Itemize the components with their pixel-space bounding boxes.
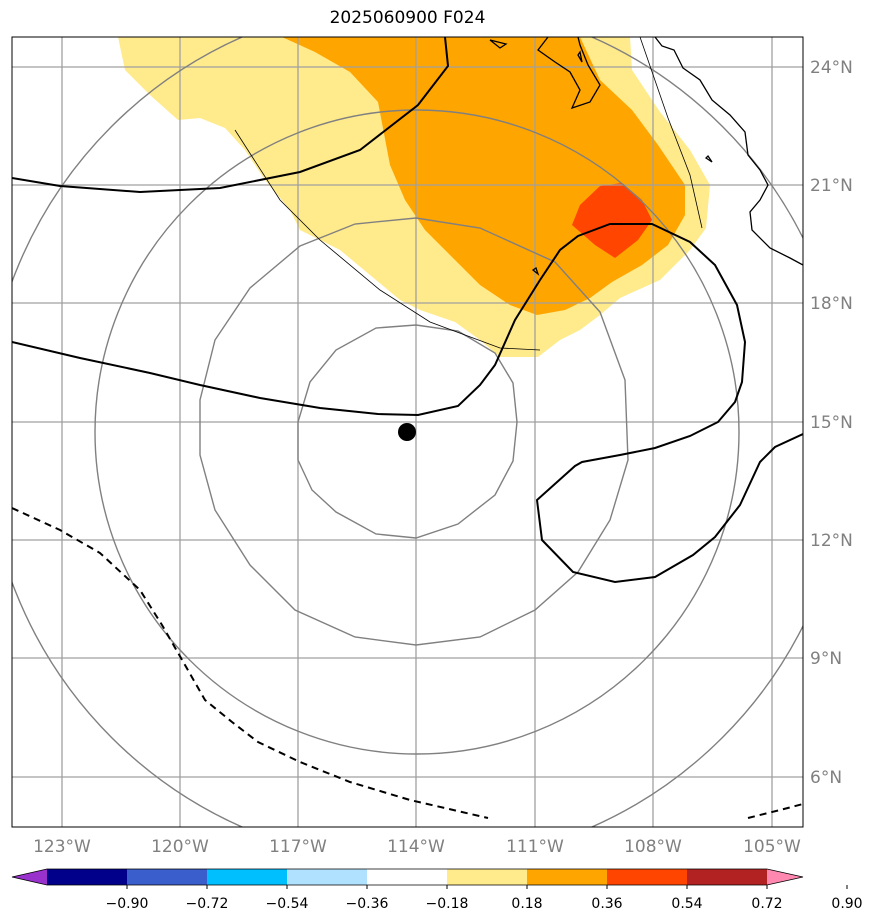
lat-label: 24°N xyxy=(810,58,853,78)
longitude-labels: 123°W 120°W 117°W 114°W 111°W 108°W 105°… xyxy=(33,837,801,857)
colorbar-tick-label: −0.54 xyxy=(266,896,309,912)
lat-label: 6°N xyxy=(810,768,842,788)
colorbar-tick-label: −0.36 xyxy=(346,896,389,912)
colorbar-cell xyxy=(47,869,128,885)
colorbar-tick-label: −0.90 xyxy=(106,896,149,912)
lat-label: 18°N xyxy=(810,294,853,314)
latitude-labels: 24°N 21°N 18°N 15°N 12°N 9°N 6°N xyxy=(810,58,853,788)
lat-label: 9°N xyxy=(810,649,842,669)
map-figure: 123°W 120°W 117°W 114°W 111°W 108°W 105°… xyxy=(0,0,873,924)
lat-label: 21°N xyxy=(810,176,853,196)
lon-label: 108°W xyxy=(624,837,682,857)
lat-label: 15°N xyxy=(810,413,853,433)
colorbar-cells xyxy=(12,869,803,885)
storm-center-marker xyxy=(398,423,416,441)
colorbar-cell xyxy=(447,869,528,885)
lon-label: 114°W xyxy=(387,837,445,857)
lon-label: 120°W xyxy=(151,837,209,857)
colorbar-cell xyxy=(287,869,368,885)
colorbar-tick-label: 0.54 xyxy=(671,896,702,912)
colorbar-tick-label: −0.18 xyxy=(426,896,469,912)
lat-label: 12°N xyxy=(810,531,853,551)
lon-label: 117°W xyxy=(269,837,327,857)
colorbar-cell xyxy=(207,869,288,885)
colorbar-tick-label: 0.18 xyxy=(511,896,542,912)
colorbar-tick-label: 0.72 xyxy=(751,896,782,912)
colorbar: −0.90 −0.72 −0.54 −0.36 −0.18 0.18 0.36 0.54 0.7… xyxy=(12,869,863,912)
lon-label: 123°W xyxy=(33,837,91,857)
colorbar-tick-label: 0.36 xyxy=(591,896,622,912)
colorbar-ticks: −0.90 −0.72 −0.54 −0.36 −0.18 0.18 0.36 0.54 0.7… xyxy=(106,885,863,912)
colorbar-cell xyxy=(527,869,608,885)
colorbar-cell xyxy=(367,869,448,885)
colorbar-tick-label: −0.72 xyxy=(186,896,229,912)
map-area xyxy=(0,0,849,864)
lon-label: 105°W xyxy=(743,837,801,857)
lon-label: 111°W xyxy=(506,837,564,857)
colorbar-tick-label: 0.90 xyxy=(831,896,862,912)
colorbar-extend-low xyxy=(12,869,47,885)
colorbar-cell xyxy=(607,869,688,885)
colorbar-cell xyxy=(127,869,208,885)
colorbar-cell xyxy=(687,869,768,885)
colorbar-extend-high xyxy=(767,869,803,885)
